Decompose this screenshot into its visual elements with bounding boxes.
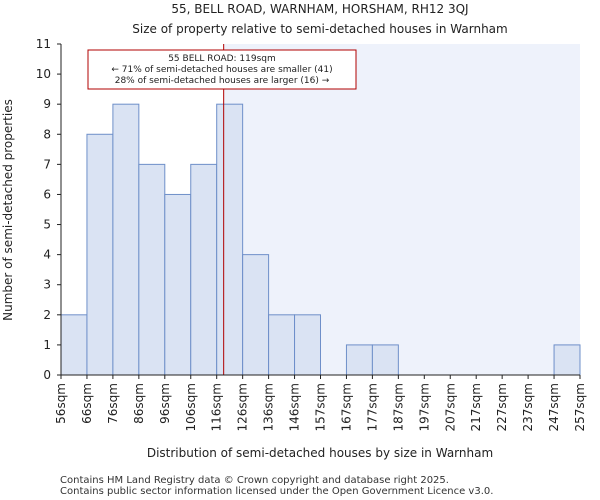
x-tick-label: 136sqm — [262, 383, 276, 431]
bar-106sqm — [190, 163, 218, 376]
y-tick-label: 3 — [43, 278, 51, 292]
x-tick-label: 146sqm — [288, 383, 302, 431]
annotation-line-3: 28% of semi-detached houses are larger (… — [115, 76, 330, 86]
x-tick-label: 66sqm — [80, 383, 94, 424]
x-ticks: 56sqm 66sqm 76sqm 86sqm 96sqm 106sqm 116sqm 126… — [54, 375, 587, 431]
x-tick-label: 227sqm — [495, 383, 509, 431]
bar-247sqm — [553, 344, 581, 376]
bar-96sqm — [164, 193, 192, 376]
bar-177sqm — [371, 344, 399, 376]
bar-116sqm — [216, 103, 244, 376]
y-tick-label: 7 — [43, 157, 51, 171]
y-tick-label: 11 — [36, 37, 51, 51]
y-tick-label: 1 — [43, 338, 51, 352]
y-tick-label: 9 — [43, 97, 51, 111]
y-ticks: 0 1 2 3 4 5 6 7 8 9 10 11 — [36, 37, 61, 382]
bar-126sqm — [242, 254, 270, 376]
y-tick-label: 10 — [36, 67, 51, 81]
bar-146sqm — [294, 314, 321, 376]
chart-title: 55, BELL ROAD, WARNHAM, HORSHAM, RH12 3Q… — [171, 2, 468, 16]
x-tick-label: 86sqm — [132, 383, 146, 424]
y-tick-label: 4 — [43, 248, 51, 262]
bar-86sqm — [138, 163, 166, 376]
bar-136sqm — [268, 314, 296, 376]
bars-group — [60, 103, 581, 376]
annotation-line-1: 55 BELL ROAD: 119sqm — [168, 54, 276, 64]
bar-167sqm — [345, 344, 373, 376]
bar-76sqm — [112, 103, 140, 376]
x-tick-label: 177sqm — [365, 383, 379, 431]
y-tick-label: 6 — [43, 187, 51, 201]
x-tick-label: 116sqm — [210, 383, 224, 431]
bar-56sqm — [60, 314, 88, 376]
x-tick-label: 257sqm — [573, 383, 587, 431]
annotation-line-2: ← 71% of semi-detached houses are smalle… — [111, 65, 332, 75]
x-tick-label: 247sqm — [547, 383, 561, 431]
x-tick-label: 157sqm — [314, 383, 328, 431]
x-tick-label: 167sqm — [339, 383, 353, 431]
x-axis-label: Distribution of semi-detached houses by … — [147, 446, 493, 460]
x-tick-label: 76sqm — [106, 383, 120, 424]
property-annotation: 55 BELL ROAD: 119sqm ← 71% of semi-detac… — [87, 49, 357, 90]
chart-subtitle: Size of property relative to semi-detach… — [132, 22, 507, 36]
footer-line-1: Contains HM Land Registry data © Crown c… — [60, 475, 449, 486]
y-tick-label: 8 — [43, 127, 51, 141]
x-tick-label: 106sqm — [184, 383, 198, 431]
annotation-box — [87, 49, 357, 90]
x-tick-label: 187sqm — [391, 383, 405, 431]
x-tick-label: 237sqm — [521, 383, 535, 431]
x-tick-label: 56sqm — [54, 383, 68, 424]
x-tick-label: 217sqm — [469, 383, 483, 431]
x-tick-label: 207sqm — [443, 383, 457, 431]
y-axis-label: Number of semi-detached properties — [1, 99, 15, 321]
y-tick-label: 2 — [43, 308, 51, 322]
x-tick-label: 96sqm — [158, 383, 172, 424]
x-tick-label: 126sqm — [236, 383, 250, 431]
footer-line-2: Contains public sector information licen… — [60, 486, 493, 497]
x-tick-label: 197sqm — [417, 383, 431, 431]
y-tick-label: 0 — [43, 368, 51, 382]
bar-66sqm — [86, 133, 114, 376]
y-tick-label: 5 — [43, 218, 51, 232]
